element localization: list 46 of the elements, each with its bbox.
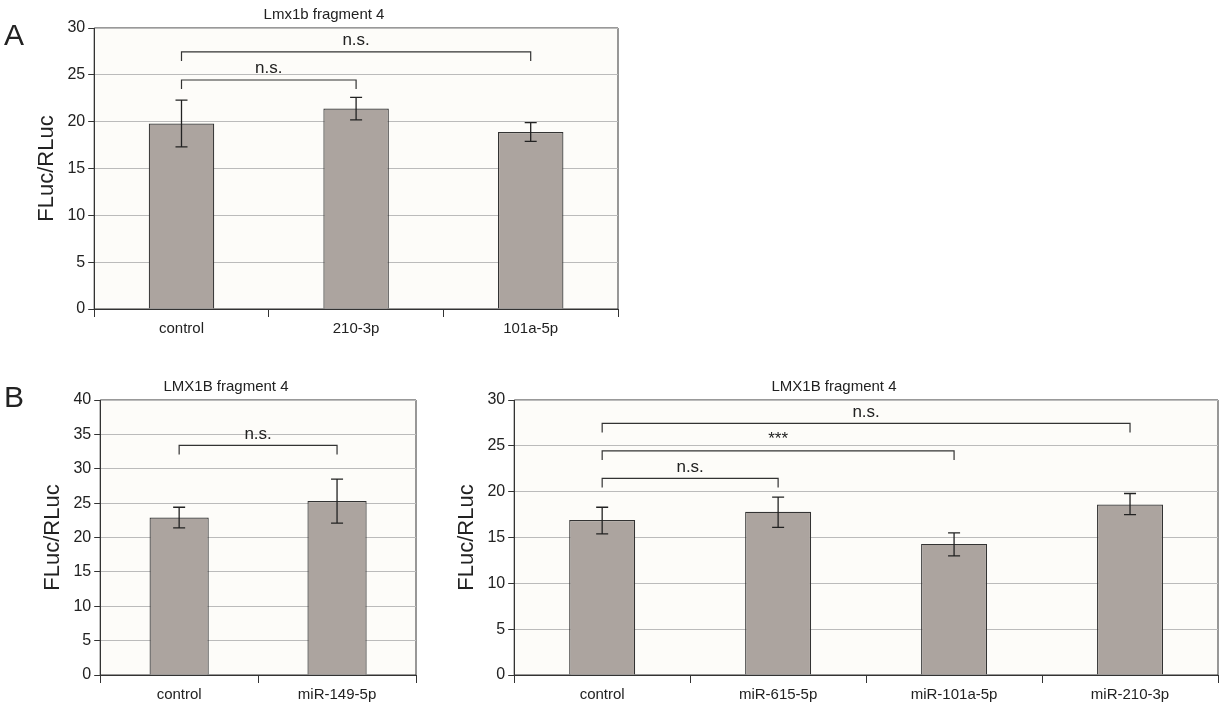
annotation: n.s.	[676, 456, 704, 476]
y-tick-label: 10	[67, 205, 86, 223]
y-tick-label: 15	[73, 562, 92, 580]
x-tick-label: control	[158, 319, 205, 337]
x-tick-label: miR-615-5p	[738, 685, 818, 703]
annotation: n.s.	[244, 423, 272, 443]
y-tick-label: 20	[73, 527, 92, 545]
x-tick-label: 210-3p	[332, 319, 380, 337]
y-tick-label: 30	[73, 459, 92, 477]
x-tick-label: miR-101a-5p	[910, 685, 998, 703]
y-axis-title: FLuc/RLuc	[453, 484, 479, 591]
annotation: ***	[768, 429, 789, 449]
chart-title: LMX1B fragment 4	[771, 377, 897, 395]
y-tick-label: 15	[67, 158, 86, 176]
y-axis-title: FLuc/RLuc	[39, 484, 65, 591]
y-tick-label: 15	[487, 527, 506, 545]
x-tick-label: miR-210-3p	[1090, 685, 1170, 703]
annotation: n.s.	[342, 30, 370, 50]
y-tick-label: 5	[82, 631, 92, 649]
y-tick-label: 5	[496, 619, 506, 637]
y-tick-label: 0	[76, 299, 86, 317]
y-tick-label: 30	[67, 18, 86, 36]
y-tick-label: 10	[73, 596, 92, 614]
y-tick-label: 0	[82, 665, 92, 683]
text: B	[4, 380, 25, 414]
y-tick-label: 25	[73, 493, 92, 511]
text: A	[4, 18, 25, 52]
y-tick-label: 25	[67, 65, 86, 83]
x-tick-label: 101a-5p	[503, 319, 559, 337]
x-tick-label: miR-149-5p	[297, 685, 377, 703]
chart-title: Lmx1b fragment 4	[263, 5, 385, 23]
x-tick-label: control	[579, 685, 625, 703]
y-tick-label: 25	[487, 436, 506, 454]
annotation: n.s.	[255, 58, 283, 78]
y-tick-label: 30	[487, 390, 506, 408]
y-tick-label: 5	[76, 252, 86, 270]
y-tick-label: 10	[487, 573, 506, 591]
x-tick-label: control	[156, 685, 202, 703]
y-tick-label: 40	[73, 390, 92, 408]
annotation: n.s.	[852, 401, 880, 421]
chart-title: LMX1B fragment 4	[163, 377, 289, 395]
y-tick-label: 20	[67, 112, 86, 130]
y-tick-label: 0	[496, 665, 506, 683]
y-tick-label: 35	[73, 424, 92, 442]
y-tick-label: 20	[487, 482, 506, 500]
y-axis-title: FLuc/RLuc	[33, 115, 59, 222]
